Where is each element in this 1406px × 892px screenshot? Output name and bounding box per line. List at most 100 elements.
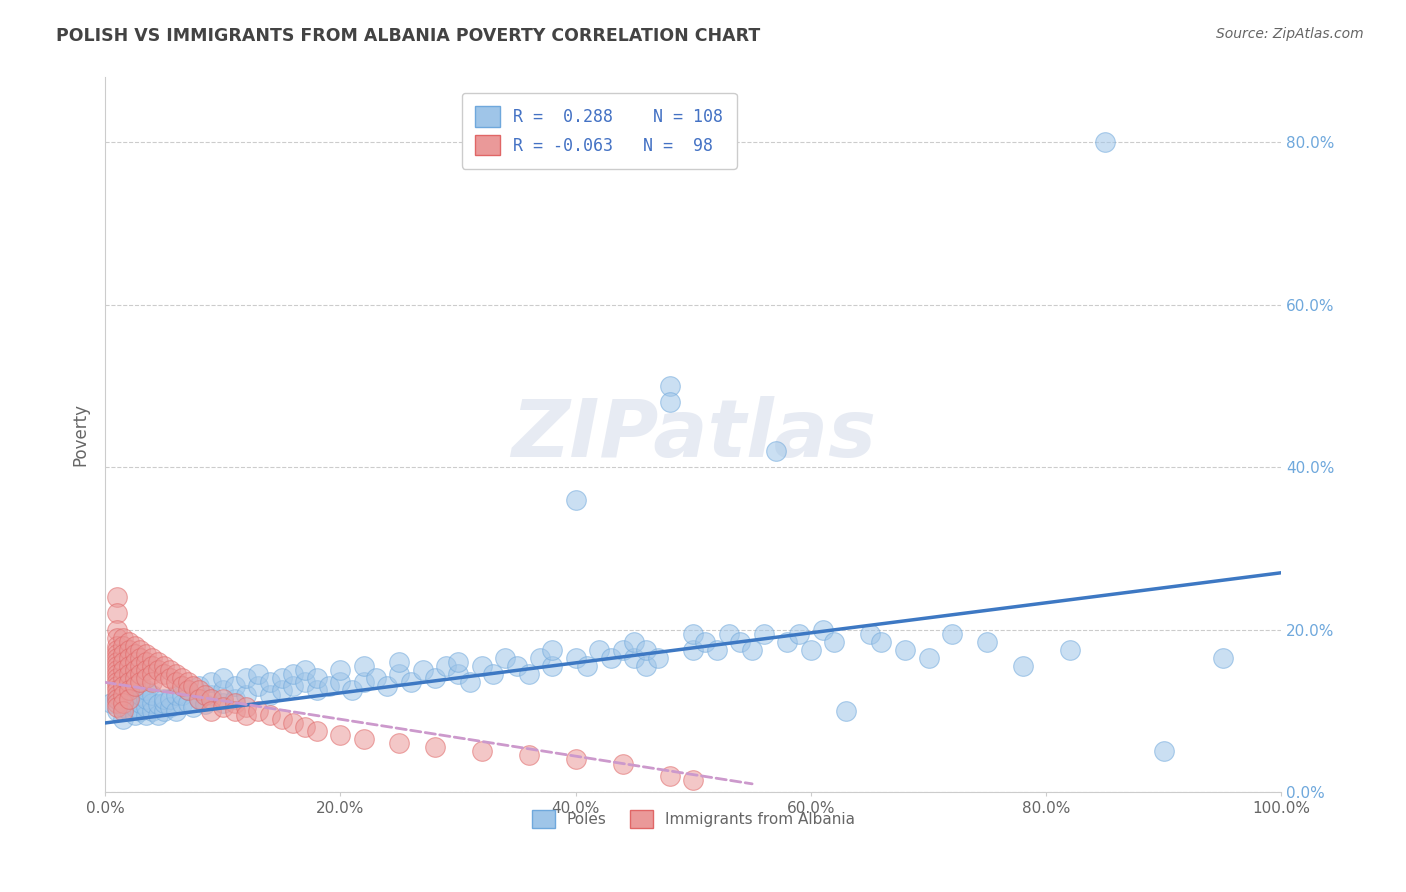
Point — [111, 680, 134, 694]
Point — [129, 696, 152, 710]
Point — [471, 659, 494, 673]
Point — [105, 623, 128, 637]
Point — [412, 663, 434, 677]
Point — [105, 590, 128, 604]
Point — [941, 626, 963, 640]
Point — [682, 772, 704, 787]
Point — [146, 663, 169, 677]
Point — [176, 675, 198, 690]
Point — [200, 675, 222, 690]
Point — [111, 712, 134, 726]
Point — [124, 639, 146, 653]
Point — [105, 683, 128, 698]
Point — [124, 655, 146, 669]
Point — [541, 659, 564, 673]
Point — [682, 643, 704, 657]
Point — [388, 736, 411, 750]
Point — [159, 671, 181, 685]
Point — [105, 639, 128, 653]
Point — [1153, 744, 1175, 758]
Point — [318, 680, 340, 694]
Point — [423, 671, 446, 685]
Point — [124, 707, 146, 722]
Point — [800, 643, 823, 657]
Point — [305, 683, 328, 698]
Point — [105, 667, 128, 681]
Point — [141, 667, 163, 681]
Point — [247, 680, 270, 694]
Point — [146, 655, 169, 669]
Point — [434, 659, 457, 673]
Point — [1212, 651, 1234, 665]
Point — [153, 659, 176, 673]
Point — [388, 655, 411, 669]
Point — [118, 659, 141, 673]
Point — [111, 688, 134, 702]
Point — [153, 667, 176, 681]
Point — [194, 698, 217, 712]
Point — [118, 643, 141, 657]
Point — [100, 696, 122, 710]
Point — [859, 626, 882, 640]
Point — [399, 675, 422, 690]
Point — [135, 683, 157, 698]
Point — [146, 698, 169, 712]
Point — [135, 691, 157, 706]
Point — [776, 634, 799, 648]
Point — [124, 691, 146, 706]
Point — [141, 688, 163, 702]
Point — [118, 667, 141, 681]
Point — [247, 667, 270, 681]
Point — [129, 704, 152, 718]
Point — [364, 671, 387, 685]
Point — [247, 704, 270, 718]
Point — [612, 643, 634, 657]
Point — [188, 691, 211, 706]
Point — [135, 671, 157, 685]
Point — [259, 675, 281, 690]
Point — [270, 671, 292, 685]
Legend: Poles, Immigrants from Albania: Poles, Immigrants from Albania — [526, 804, 860, 834]
Point — [135, 699, 157, 714]
Point — [111, 647, 134, 661]
Point — [636, 659, 658, 673]
Point — [576, 659, 599, 673]
Point — [165, 704, 187, 718]
Point — [658, 769, 681, 783]
Point — [129, 680, 152, 694]
Point — [294, 663, 316, 677]
Point — [105, 675, 128, 690]
Point — [111, 671, 134, 685]
Y-axis label: Poverty: Poverty — [72, 403, 89, 467]
Point — [612, 756, 634, 771]
Point — [200, 688, 222, 702]
Point — [706, 643, 728, 657]
Point — [135, 655, 157, 669]
Point — [118, 680, 141, 694]
Point — [730, 634, 752, 648]
Point — [447, 655, 470, 669]
Point — [564, 492, 586, 507]
Point — [235, 671, 257, 685]
Point — [111, 663, 134, 677]
Point — [752, 626, 775, 640]
Point — [811, 623, 834, 637]
Point — [153, 691, 176, 706]
Point — [124, 663, 146, 677]
Point — [105, 659, 128, 673]
Point — [224, 696, 246, 710]
Point — [235, 699, 257, 714]
Point — [235, 688, 257, 702]
Point — [105, 691, 128, 706]
Point — [517, 667, 540, 681]
Point — [124, 699, 146, 714]
Point — [118, 691, 141, 706]
Point — [176, 696, 198, 710]
Point — [188, 683, 211, 698]
Point — [765, 444, 787, 458]
Point — [682, 626, 704, 640]
Point — [200, 691, 222, 706]
Point — [105, 696, 128, 710]
Point — [129, 688, 152, 702]
Point — [235, 707, 257, 722]
